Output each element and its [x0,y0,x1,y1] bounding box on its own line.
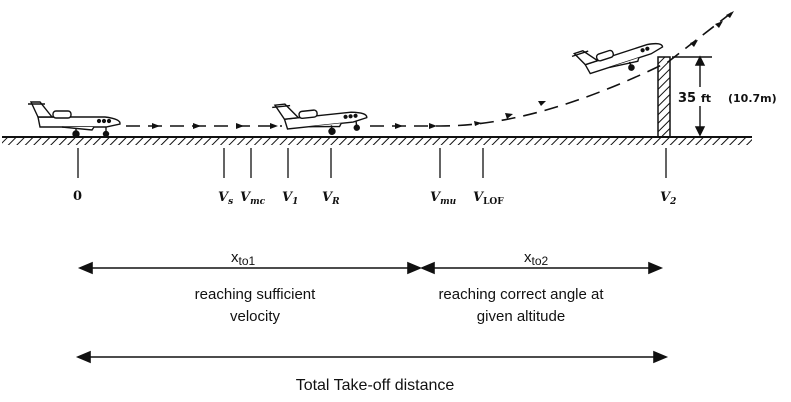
speed-label-v1: V1 [282,190,298,207]
obstacle-post [657,56,671,138]
obstacle-height-value: 35 [678,91,696,106]
flight-path [126,9,736,129]
speed-label-zero: 0 [73,189,82,204]
phase1-description-line2: velocity [230,308,281,325]
total-distance-label: Total Take-off distance [296,377,455,394]
obstacle-height-metric: (10.7m) [728,92,777,105]
phase2-description-line2: given altitude [477,308,565,325]
segment-arrow-xto2 [419,261,664,275]
total-distance-arrow [75,350,669,364]
phase2-description-line1: reaching correct angle at [438,286,604,303]
airplane-ground-icon [28,101,121,138]
obstacle-height-unit: ft [701,92,711,105]
speed-label-vlof: VLOF [473,190,504,207]
segment-label-xto2: xto2 [524,249,549,268]
segment-arrow-xto1 [77,261,423,275]
phase1-description-line1: reaching sufficient [195,286,316,303]
speed-label-vmu: Vmu [430,190,457,207]
speed-label-vr: VR [322,190,340,207]
speed-label-vmc: Vmc [240,190,266,207]
speed-ticks [77,148,667,178]
segment-label-xto1: xto1 [231,249,256,268]
speed-label-vs: Vs [218,190,233,207]
speed-label-v2: V2 [660,190,676,207]
ground [2,136,752,145]
airplane-rotating-icon [272,103,368,136]
obstacle-height-dimension [672,55,712,137]
airplane-climbing-icon [571,42,664,75]
